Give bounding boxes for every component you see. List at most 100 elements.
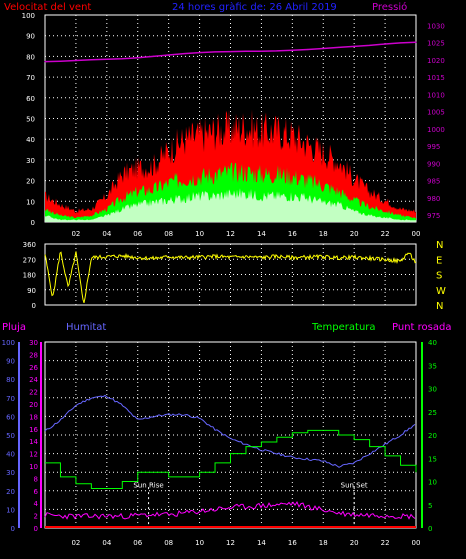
- panel1-xtick-label: 12: [226, 230, 235, 238]
- humidity-tick-label: 70: [6, 395, 15, 403]
- panel1-xtick-label: 02: [71, 230, 80, 238]
- pressure-point: [121, 58, 123, 60]
- pressure-point: [59, 60, 62, 62]
- pressure-point: [322, 47, 324, 50]
- panel1-pressure-tick-label: 990: [427, 160, 440, 168]
- rain-tick-label: 8: [34, 475, 38, 483]
- temperature-tick-label: 5: [428, 502, 432, 510]
- panel3-xtick-label: 18: [319, 539, 328, 547]
- panel1-ytick-label: 80: [26, 53, 35, 61]
- pressure-point: [291, 49, 293, 51]
- humidity-tick-label: 60: [6, 413, 15, 421]
- panel3-xtick-label: 10: [195, 539, 204, 547]
- temperature-tick-label: 25: [428, 409, 437, 417]
- pressure-point: [198, 52, 201, 54]
- panel3-xtick-label: 12: [226, 539, 235, 547]
- panel1-ytick-label: 50: [26, 116, 35, 124]
- rain-tick-label: 20: [29, 401, 38, 409]
- panel1-ytick-label: 60: [26, 95, 35, 103]
- humidity-tick-label: 10: [6, 506, 15, 514]
- rain-tick-label: 6: [34, 488, 39, 496]
- pressure-point: [353, 45, 355, 47]
- panel1-pressure-tick-label: 1000: [427, 126, 445, 134]
- panel1-pressure-tick-label: 1020: [427, 57, 445, 65]
- pressure-point: [44, 60, 46, 63]
- direction-compass-label: W: [436, 286, 446, 297]
- direction-compass-label: N: [436, 301, 443, 312]
- panel2-ytick-label: 90: [27, 287, 36, 295]
- panel3-xtick-label: 14: [257, 539, 266, 547]
- panel2-ytick-label: 0: [32, 302, 36, 310]
- panel3-xtick-label: 22: [381, 539, 390, 547]
- panel1-ytick-label: 100: [22, 12, 35, 20]
- rain-tick-label: 14: [29, 438, 38, 446]
- wind-title: Velocitat del vent: [4, 2, 91, 13]
- pressure-point: [214, 51, 216, 53]
- panel1-ytick-label: 40: [26, 136, 35, 144]
- wind-low-area: [45, 188, 416, 222]
- pressure-point: [384, 43, 386, 45]
- pressure-point: [245, 50, 247, 52]
- panel1-pressure-tick-label: 1025: [427, 40, 445, 48]
- humidity-tick-label: 0: [11, 525, 15, 533]
- panel2-ytick-label: 180: [23, 272, 36, 280]
- rain-tick-label: 4: [34, 500, 39, 508]
- temperature-tick-label: 40: [428, 339, 437, 347]
- pressure-point: [90, 59, 92, 61]
- humidity-tick-label: 30: [6, 469, 15, 477]
- panel1-xtick-label: 16: [288, 230, 297, 238]
- panel1-pressure-tick-label: 1010: [427, 91, 445, 99]
- humidity-tick-label: 80: [6, 376, 15, 384]
- pressure-point: [106, 58, 108, 60]
- humidity-line: [44, 394, 416, 468]
- humidity-tick-label: 100: [2, 339, 15, 347]
- panel3-xtick-label: 00: [412, 539, 421, 547]
- legend-humidity: Humitat: [66, 322, 106, 333]
- panel1-xtick-label: 22: [381, 230, 390, 238]
- temperature-tick-label: 15: [428, 455, 437, 463]
- panel1-ytick-label: 20: [26, 178, 35, 186]
- temperature-tick-label: 30: [428, 386, 437, 394]
- humidity-temperature-panel: 0102030405060708090100024681012141618202…: [2, 339, 437, 547]
- pressure-point: [399, 42, 402, 44]
- panel1-pressure-tick-label: 980: [427, 195, 440, 203]
- panel1-ytick-label: 30: [26, 157, 35, 165]
- pressure-point: [260, 50, 263, 52]
- panel1-xtick-label: 04: [102, 230, 111, 238]
- panel1-xtick-label: 20: [350, 230, 359, 238]
- panel1-ytick-label: 10: [26, 198, 35, 206]
- temperature-tick-label: 0: [428, 525, 432, 533]
- dewpoint-line: [44, 501, 416, 520]
- rain-tick-label: 22: [29, 389, 38, 397]
- panel1-xtick-label: 06: [133, 230, 142, 238]
- temperature-line: [45, 429, 417, 489]
- temperature-tick-label: 35: [428, 362, 437, 370]
- panel3-xtick-label: 02: [71, 539, 80, 547]
- panel2-ytick-label: 270: [23, 256, 36, 264]
- wind-pressure-panel: 0102030405060708090100975980985990995100…: [22, 12, 445, 238]
- direction-compass-label: S: [436, 271, 442, 282]
- panel3-xtick-label: 16: [288, 539, 297, 547]
- rain-tick-label: 24: [29, 376, 38, 384]
- pressure-title: Pressió: [372, 1, 407, 13]
- chart-subtitle: 24 hores gràfic de: 26 Abril 2019: [172, 1, 337, 13]
- panel2-frame: [44, 243, 417, 306]
- humidity-tick-label: 20: [6, 488, 15, 496]
- rain-tick-label: 28: [29, 351, 38, 359]
- pressure-point: [152, 55, 154, 58]
- panel3-xtick-label: 20: [350, 539, 359, 547]
- rain-tick-label: 30: [29, 339, 38, 347]
- rain-tick-label: 18: [29, 413, 38, 421]
- panel1-xtick-label: 18: [319, 230, 328, 238]
- pressure-point: [307, 48, 309, 51]
- pressure-point: [338, 46, 340, 49]
- sunset-label: Sun Set: [341, 481, 368, 489]
- legend-rain: Pluja: [2, 322, 26, 333]
- panel3-xtick-label: 04: [102, 539, 111, 547]
- pressure-point: [168, 54, 170, 56]
- panel3-xtick-label: 08: [164, 539, 173, 547]
- pressure-point: [276, 50, 278, 52]
- temperature-tick-label: 20: [428, 432, 437, 440]
- rain-tick-label: 16: [29, 426, 38, 434]
